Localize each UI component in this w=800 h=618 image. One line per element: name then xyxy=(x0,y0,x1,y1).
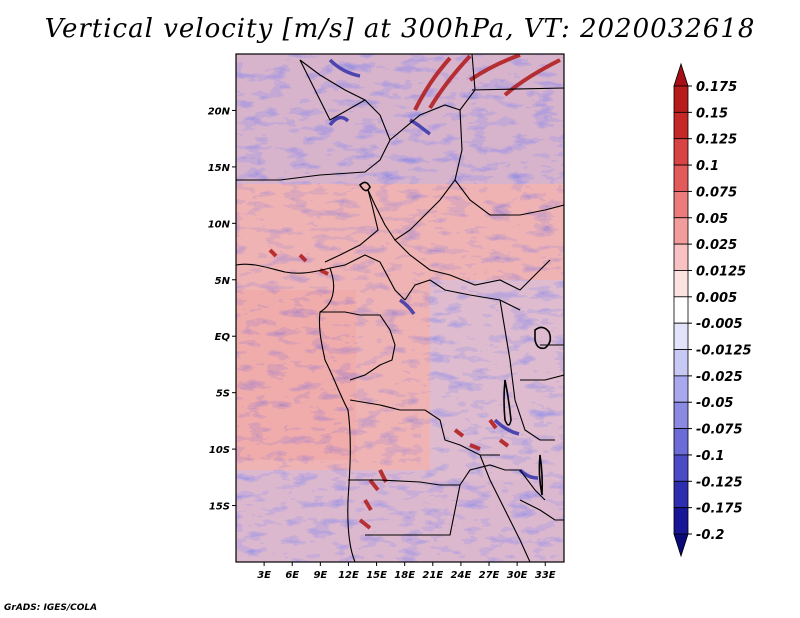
lake-victoria xyxy=(534,326,552,350)
colorbar-swatch xyxy=(673,164,689,192)
lake-tanganyika xyxy=(503,379,512,426)
colorbar-label: 0.125 xyxy=(696,133,737,148)
colorbar-label: -0.0125 xyxy=(696,344,752,359)
colorbar-label: 0.025 xyxy=(696,238,737,253)
lon-tick-label: 9E xyxy=(313,570,327,581)
colorbar-swatch xyxy=(673,191,689,219)
colorbar-swatch xyxy=(673,507,689,535)
colorbar-label: -0.025 xyxy=(696,370,743,385)
longitude-axis: 3E 6E 9E 12E 15E 18E 21E 24E 27E 30E 33E xyxy=(257,562,556,581)
lon-tick-label: 21E xyxy=(422,570,443,581)
colorbar-label: -0.05 xyxy=(696,396,733,411)
lake-chad xyxy=(358,181,371,192)
lat-tick-label: 5S xyxy=(216,389,230,400)
colorbar-label: 0.1 xyxy=(696,159,719,174)
colorbar-label: -0.005 xyxy=(696,317,743,332)
colorbar-swatch xyxy=(673,454,689,482)
lat-tick-label: 5N xyxy=(215,276,231,287)
colorbar-swatch xyxy=(673,296,689,324)
lon-tick-label: 18E xyxy=(394,570,415,581)
lat-tick-label: 10S xyxy=(209,445,230,456)
colorbar-swatch xyxy=(673,270,689,298)
lat-tick-label: 10N xyxy=(208,219,231,230)
colorbar-swatch xyxy=(673,85,689,113)
colorbar-label: 0.05 xyxy=(696,212,728,227)
lon-tick-label: 6E xyxy=(285,570,299,581)
lon-tick-label: 30E xyxy=(507,570,528,581)
lon-tick-label: 15E xyxy=(366,570,387,581)
country-borders xyxy=(236,54,564,562)
colorbar-label: 0.0125 xyxy=(696,264,746,279)
colorbar-label: -0.125 xyxy=(696,475,743,490)
velocity-field-noise xyxy=(236,54,564,562)
map-panel xyxy=(236,54,564,562)
colorbar-swatch xyxy=(673,322,689,350)
lon-tick-label: 24E xyxy=(451,570,472,581)
lat-tick-label: EQ xyxy=(215,332,231,343)
colorbar-swatch xyxy=(673,401,689,429)
colorbar-swatch xyxy=(673,375,689,403)
latitude-axis: 20N 15N 10N 5N EQ 5S 10S 15S xyxy=(208,106,236,513)
colorbar-label: 0.15 xyxy=(696,106,728,121)
lat-tick-label: 15S xyxy=(209,502,230,513)
lon-tick-label: 3E xyxy=(257,570,271,581)
lon-tick-label: 27E xyxy=(479,570,500,581)
lat-tick-label: 20N xyxy=(208,106,231,117)
colorbar-swatch xyxy=(673,111,689,140)
colorbar-label: -0.1 xyxy=(696,449,724,464)
colorbar-swatch xyxy=(673,349,689,377)
colorbar-swatch xyxy=(673,428,689,456)
colorbar: 0.175 0.15 0.125 0.1 0.075 0.05 0.025 0.0125 0.0… xyxy=(673,62,752,558)
colorbar-swatch xyxy=(673,480,689,509)
colorbar-label: 0.175 xyxy=(696,80,737,95)
colorbar-swatch xyxy=(673,243,689,271)
colorbar-label: -0.175 xyxy=(696,502,743,517)
chart-title: Vertical velocity [m/s] at 300hPa, VT: 2… xyxy=(44,14,756,44)
colorbar-label: 0.005 xyxy=(696,291,737,306)
lon-tick-label: 33E xyxy=(535,570,556,581)
credit-label: GrADS: IGES/COLA xyxy=(4,603,98,613)
colorbar-min-arrow xyxy=(673,533,689,558)
colorbar-label: -0.2 xyxy=(696,528,724,543)
lake-malawi xyxy=(538,454,544,496)
map-frame xyxy=(235,53,565,563)
colorbar-swatch xyxy=(673,217,689,245)
lakes xyxy=(358,181,552,496)
lon-tick-label: 12E xyxy=(338,570,359,581)
colorbar-label: -0.075 xyxy=(696,423,743,438)
lat-tick-label: 15N xyxy=(208,163,231,174)
coastline xyxy=(236,263,356,562)
colorbar-max-arrow xyxy=(673,62,689,87)
colorbar-swatch xyxy=(673,138,689,166)
colorbar-label: 0.075 xyxy=(696,185,737,200)
